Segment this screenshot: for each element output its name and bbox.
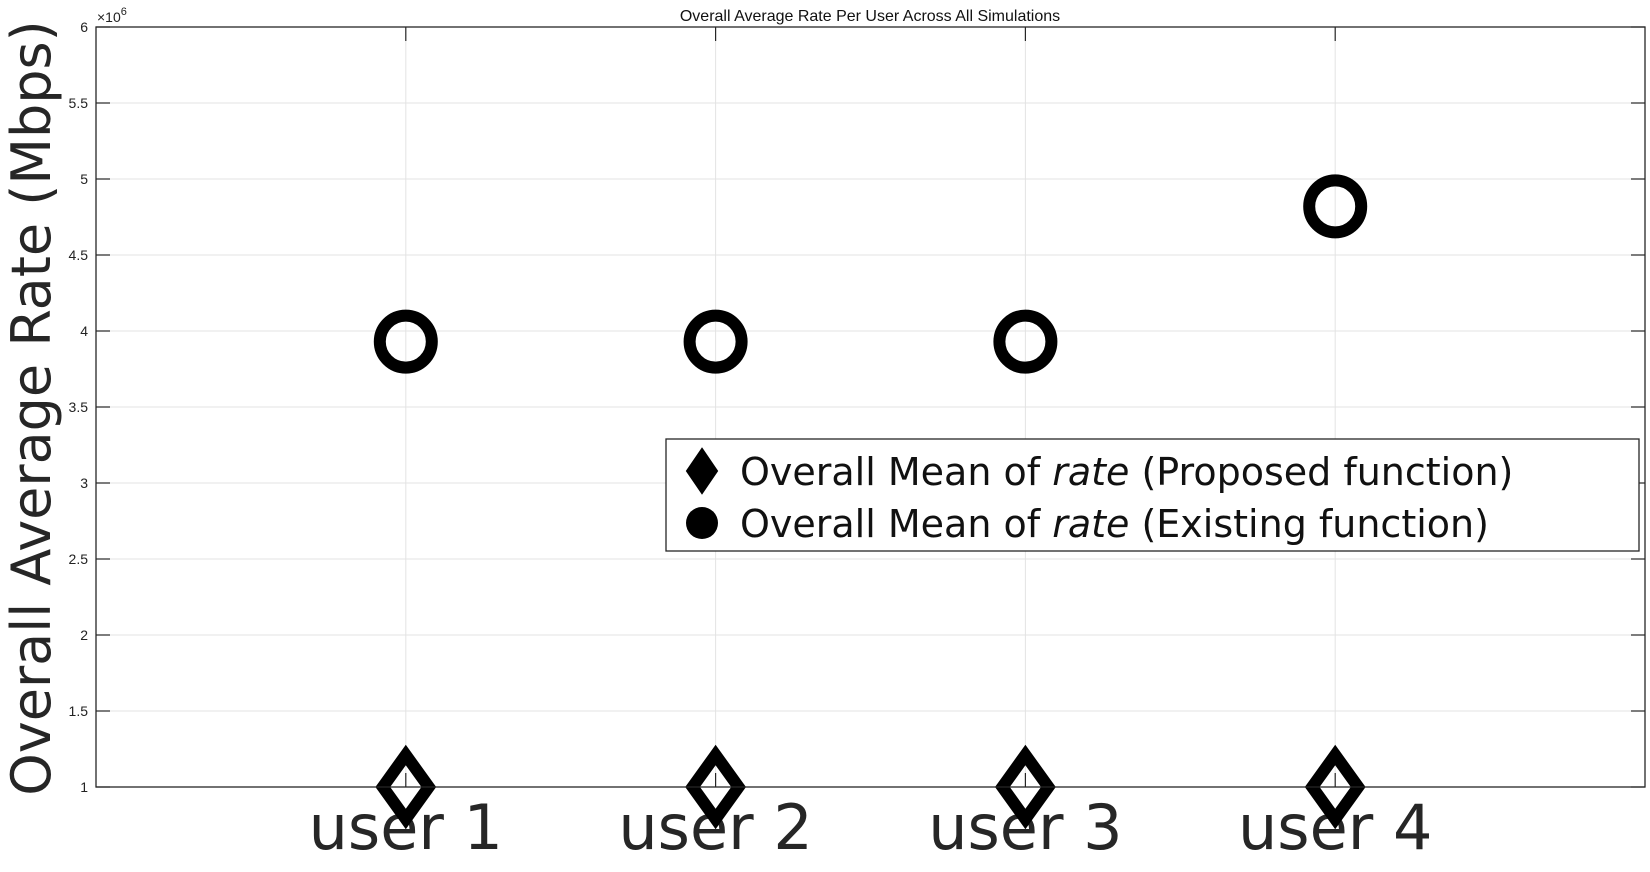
legend-label-italic: rate	[1052, 502, 1129, 546]
y-axis-exponent-power: 6	[121, 6, 127, 18]
chart-title: Overall Average Rate Per User Across All…	[680, 8, 1060, 25]
legend-label-italic: rate	[1052, 450, 1129, 494]
legend-box	[665, 438, 1640, 552]
legend-label-suffix: (Proposed function)	[1129, 450, 1513, 494]
plot-border	[95, 26, 1646, 788]
y-tick-label: 3.5	[69, 399, 89, 415]
proposed-diamond-marker	[1304, 744, 1366, 830]
y-tick-label: 4.5	[69, 247, 89, 263]
x-axis-ticks: user 1 user 2 user 3 user 4	[309, 27, 1432, 864]
legend-label-prefix: Overall Mean of	[740, 450, 1052, 494]
existing-circle-marker	[1303, 174, 1368, 239]
existing-circle-marker	[373, 309, 438, 374]
y-axis-exponent: ×106	[97, 6, 127, 25]
y-tick-label: 5	[80, 171, 88, 187]
y-tick-label: 3	[80, 475, 88, 491]
y-tick-label: 1	[80, 779, 88, 795]
legend-circle-icon	[686, 507, 718, 539]
legend-diamond-icon	[685, 447, 719, 495]
legend-entry-label: Overall Mean of rate (Proposed function)	[740, 450, 1513, 494]
data-markers	[373, 174, 1368, 830]
legend-label-suffix: (Existing function)	[1129, 502, 1489, 546]
legend-label-prefix: Overall Mean of	[740, 502, 1052, 546]
y-tick-label: 2.5	[69, 551, 89, 567]
proposed-diamond-marker	[375, 744, 437, 830]
existing-circle-marker	[683, 309, 748, 374]
legend[interactable]: Overall Mean of rate (Proposed function)…	[665, 438, 1640, 552]
y-tick-label: 2	[80, 627, 88, 643]
proposed-diamond-marker	[685, 744, 746, 830]
y-tick-label: 4	[80, 323, 88, 339]
existing-circle-marker	[993, 309, 1058, 374]
y-axis-label: Overall Average Rate (Mbps)	[0, 20, 63, 795]
y-tick-label: 6	[80, 19, 88, 35]
y-tick-label: 1.5	[69, 703, 89, 719]
y-axis-exponent-base: ×10	[97, 9, 121, 25]
y-tick-label: 5.5	[69, 95, 89, 111]
proposed-diamond-marker	[995, 744, 1056, 830]
legend-entry-label: Overall Mean of rate (Existing function)	[740, 502, 1489, 546]
